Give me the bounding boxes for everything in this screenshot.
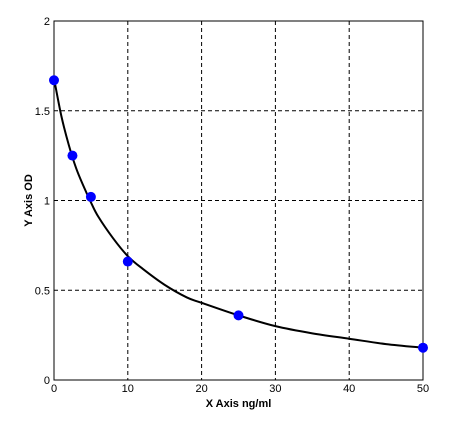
x-tick-label: 40: [343, 383, 355, 395]
y-tick-label: 1: [44, 196, 50, 208]
plot-frame: [53, 20, 424, 381]
y-tick-label: 0.5: [35, 285, 50, 297]
data-point: [85, 191, 96, 202]
x-tick-label: 20: [195, 383, 207, 395]
y-axis-title: Y Axis OD: [23, 174, 35, 227]
x-tick-label: 30: [269, 383, 281, 395]
y-tick-label: 2: [44, 16, 50, 28]
y-tick-label: 1.5: [35, 106, 50, 118]
y-tick-label: 0: [44, 375, 50, 387]
y-tick-labels: 0 0.5 1 1.5 2: [35, 16, 50, 387]
x-tick-labels: 0 10 20 30 40 50: [51, 383, 429, 395]
x-axis-title: X Axis ng/ml: [206, 398, 272, 410]
data-point: [122, 256, 133, 267]
grid-lines: [54, 21, 423, 380]
x-tick-label: 50: [417, 383, 429, 395]
fitted-curve: [53, 78, 424, 349]
x-tick-label: 0: [51, 383, 57, 395]
x-tick-label: 10: [122, 383, 134, 395]
data-point: [67, 150, 78, 161]
data-point: [418, 342, 428, 353]
data-point: [49, 75, 59, 86]
data-point: [233, 310, 244, 321]
data-points: [49, 75, 428, 353]
